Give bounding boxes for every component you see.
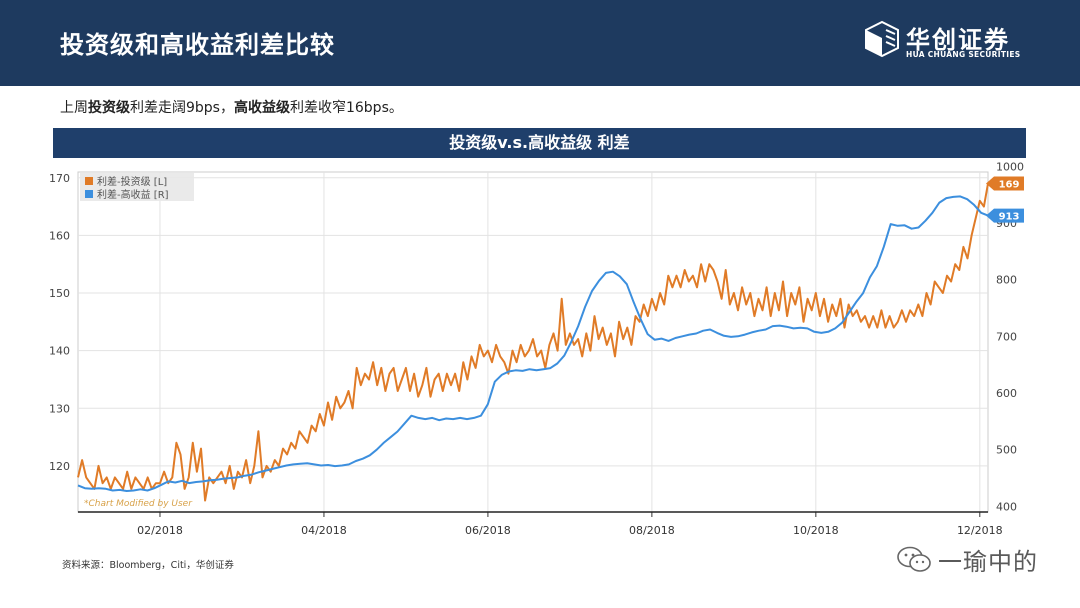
summary-part1: 上周 [60,100,88,116]
y-left-tick-label: 140 [49,345,70,358]
page-title: 投资级和高收益利差比较 [60,31,335,59]
legend-swatch [85,190,93,198]
x-tick-label: 08/2018 [629,524,675,537]
watermark-text: 一瑜中的 [938,548,1038,576]
header-bar: 投资级和高收益利差比较 华创证券 HUA CHUANG SECURITIES [0,0,1080,86]
chart-svg: 1201301401501601704005006007008009001000… [49,160,1024,537]
x-tick-label: 04/2018 [301,524,347,537]
y-right-tick-label: 1000 [996,160,1024,173]
y-right-tick-label: 500 [996,444,1017,457]
company-logo: 华创证券 HUA CHUANG SECURITIES [864,20,1024,64]
watermark: 一瑜中的 [896,542,1056,578]
x-tick-label: 02/2018 [137,524,183,537]
logo-chinese-name: 华创证券 [906,26,1010,54]
legend-label: 利差-高收益 [R] [97,188,169,201]
last-value-label: 913 [999,212,1020,223]
y-right-tick-label: 400 [996,500,1017,513]
logo-cube-icon [865,20,899,58]
series-line-1 [77,183,989,502]
series-line-2 [77,195,989,492]
x-tick-label: 10/2018 [793,524,839,537]
y-left-tick-label: 150 [49,287,70,300]
y-left-tick-label: 160 [49,229,70,242]
last-value-label: 169 [999,180,1020,191]
x-tick-label: 12/2018 [957,524,1003,537]
legend-label: 利差-投资级 [L] [97,175,167,188]
summary-part2: 利差走阔9bps， [130,100,234,116]
wechat-icon [897,546,931,572]
legend-swatch [85,177,93,185]
summary-text: 上周投资级利差走阔9bps，高收益级利差收窄16bps。 [60,97,403,117]
y-left-tick-label: 120 [49,460,70,473]
last-value-tag [986,176,1024,191]
chart-title-banner: 投资级v.s.高收益级 利差 [53,128,1026,158]
logo-english-name: HUA CHUANG SECURITIES [906,50,1021,59]
summary-ig-label: 投资级 [88,100,130,116]
x-tick-label: 06/2018 [465,524,511,537]
y-left-tick-label: 170 [49,172,70,185]
source-note: 资料来源：Bloomberg，Citi，华创证券 [62,560,234,571]
chart-annotation: *Chart Modified by User [84,499,193,509]
y-right-tick-label: 600 [996,387,1017,400]
y-left-tick-label: 130 [49,402,70,415]
last-value-tag [986,208,1024,223]
legend-box [80,173,194,201]
spread-chart: 120 130 140 150 160 170 400 500 600 700 800 900 1000… [36,160,1032,540]
y-right-tick-label: 800 [996,274,1017,287]
y-right-tick-label: 700 [996,330,1017,343]
summary-part3: 利差收窄16bps。 [289,100,403,116]
summary-hy-label: 高收益级 [233,100,290,116]
